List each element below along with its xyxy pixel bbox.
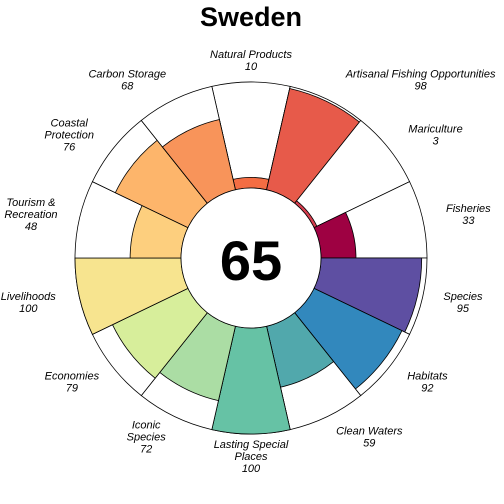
label-text: Places [234, 451, 268, 463]
chart-title: Sweden [200, 2, 302, 32]
label-text: Clean Waters [336, 425, 403, 437]
label-text: Species [443, 291, 483, 303]
label-value: 98 [414, 81, 427, 93]
label-text: Coastal [51, 118, 89, 130]
label-livelihoods: Livelihoods 100 [1, 291, 57, 315]
label-fisheries: Fisheries 33 [446, 203, 491, 227]
label-habitats: Habitats 92 [407, 370, 448, 394]
label-carbon-storage: Carbon Storage 68 [88, 69, 166, 93]
label-text: Species [127, 431, 167, 443]
label-economies: Economies 79 [45, 370, 100, 394]
label-text: Iconic [132, 419, 161, 431]
label-value: 95 [457, 303, 470, 315]
label-species: Species 95 [443, 291, 483, 315]
label-coastal-protection: Coastal Protection 76 [44, 118, 94, 154]
label-clean-waters: Clean Waters 59 [336, 425, 403, 449]
label-text: Recreation [4, 209, 57, 221]
label-iconic-species: Iconic Species 72 [127, 419, 167, 455]
label-text: Habitats [407, 370, 448, 382]
label-text: Livelihoods [1, 291, 57, 303]
label-text: Economies [45, 370, 100, 382]
petals-group [74, 81, 428, 435]
label-text: Fisheries [446, 203, 491, 215]
label-value: 59 [363, 437, 375, 449]
label-text: Carbon Storage [88, 69, 166, 81]
label-value: 72 [140, 443, 152, 455]
label-text: Artisanal Fishing Opportunities [345, 69, 496, 81]
label-value: 48 [25, 221, 38, 233]
label-lasting-special-places: Lasting Special Places 100 [214, 439, 289, 475]
label-tourism-recreation: Tourism & Recreation 48 [4, 197, 57, 233]
label-value: 100 [242, 463, 261, 475]
label-value: 76 [63, 142, 76, 154]
label-text: Natural Products [210, 49, 292, 61]
center-score: 65 [220, 229, 282, 292]
label-value: 33 [462, 215, 475, 227]
label-value: 68 [121, 81, 134, 93]
label-text: Lasting Special [214, 439, 289, 451]
labels-group: Natural Products 10 Artisanal Fishing Oppo… [1, 49, 496, 475]
label-value: 100 [19, 303, 38, 315]
label-text: Tourism & [6, 197, 55, 209]
label-value: 79 [66, 382, 78, 394]
label-artisanal-fishing-opportunities: Artisanal Fishing Opportunities 98 [345, 69, 496, 93]
label-text: Mariculture [408, 124, 462, 136]
label-natural-products: Natural Products 10 [210, 49, 292, 73]
label-mariculture: Mariculture 3 [408, 124, 462, 148]
label-value: 3 [432, 136, 439, 148]
center-circle [180, 187, 322, 329]
label-value: 10 [245, 61, 258, 73]
label-value: 92 [421, 382, 433, 394]
label-text: Protection [44, 130, 94, 142]
